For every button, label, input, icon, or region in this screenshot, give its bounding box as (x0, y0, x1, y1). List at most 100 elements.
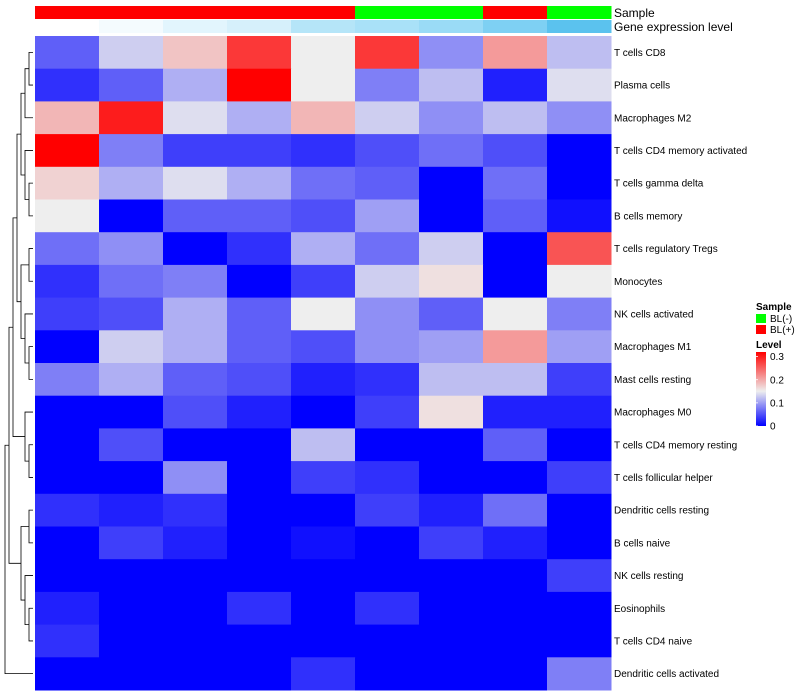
row-label: T cells CD4 memory resting (614, 440, 737, 451)
heatmap-cell (291, 199, 356, 233)
row-label: Macrophages M2 (614, 113, 692, 124)
heatmap-cell (163, 591, 228, 626)
heatmap-cell (355, 591, 420, 626)
heatmap-cell (99, 657, 164, 691)
heatmap-cell (99, 624, 164, 658)
heatmap-cell (35, 199, 100, 233)
heatmap-cell (227, 591, 292, 626)
heatmap-cell (227, 199, 292, 233)
heatmap-cell (291, 232, 356, 266)
heatmap-cell (227, 493, 292, 527)
heatmap-cell (227, 428, 292, 462)
legend-color-bar (756, 352, 766, 426)
legend-label-bl-pos: BL(+) (770, 325, 795, 336)
sample-annotation-cell (419, 6, 484, 19)
heatmap-cell (35, 657, 100, 691)
heatmap-cell (99, 68, 164, 102)
heatmap-cell (547, 657, 612, 691)
dendrogram-branch (28, 444, 33, 478)
heatmap-cell (291, 101, 356, 135)
heatmap-cell (547, 591, 612, 626)
heatmap-cell (419, 134, 484, 168)
heatmap-cell (35, 101, 100, 135)
gene-annotation-cell (35, 20, 100, 33)
heatmap-cell (547, 199, 612, 233)
heatmap-cell (99, 526, 164, 560)
heatmap-cell (547, 297, 612, 331)
heatmap-cell (99, 232, 164, 266)
row-label: T cells regulatory Tregs (614, 244, 718, 255)
heatmap-cell (483, 526, 548, 560)
heatmap-cell (355, 68, 420, 102)
sample-annotation-cell (547, 6, 612, 19)
heatmap-cell (227, 363, 292, 397)
heatmap-cell (419, 461, 484, 495)
legend-tick-label: 0.2 (770, 375, 784, 386)
heatmap-cell (547, 526, 612, 560)
heatmap-cell (483, 134, 548, 168)
row-label: NK cells activated (614, 310, 693, 321)
sample-annotation-cell (99, 6, 164, 19)
heatmap-cell (99, 264, 164, 299)
heatmap-cell (227, 461, 292, 495)
heatmap-cell (291, 166, 356, 200)
heatmap-cell (355, 461, 420, 495)
heatmap-cell (547, 232, 612, 266)
heatmap-cell (163, 330, 228, 364)
heatmap-cell (355, 657, 420, 691)
sample-annotation-label: Sample (614, 6, 655, 20)
heatmap-cell (227, 36, 292, 70)
heatmap-cell (483, 232, 548, 266)
row-label: T cells CD4 memory activated (614, 146, 747, 157)
heatmap-cell (99, 330, 164, 364)
row-label: NK cells resting (614, 571, 683, 582)
heatmap-cell (355, 297, 420, 331)
heatmap-cell (291, 624, 356, 658)
heatmap-cell (99, 199, 164, 233)
heatmap-cell (227, 166, 292, 200)
sample-annotation-cell (35, 6, 100, 19)
sample-annotation-cell (291, 6, 356, 19)
gene-annotation-cell (99, 20, 164, 33)
dendrogram-branch (20, 92, 25, 176)
heatmap-cell (355, 166, 420, 200)
heatmap-cell (419, 199, 484, 233)
legend-tick-label: 0 (770, 422, 776, 433)
row-label: Dendritic cells activated (614, 669, 719, 680)
heatmap-cell (99, 166, 164, 200)
gene-annotation-label: Gene expression level (614, 20, 733, 34)
heatmap-cell (291, 559, 356, 593)
heatmap-cell (99, 461, 164, 495)
heatmap-cell (227, 526, 292, 560)
row-label: Mast cells resting (614, 375, 691, 386)
dendrogram-branch (28, 607, 33, 642)
dendrogram-branch (28, 509, 33, 544)
heatmap-cell (291, 264, 356, 299)
heatmap-cell (483, 363, 548, 397)
legend-swatch-bl-neg (756, 314, 766, 323)
heatmap-cell (483, 101, 548, 135)
heatmap-cell (483, 330, 548, 364)
heatmap-cell (291, 657, 356, 691)
heatmap-cell (163, 526, 228, 560)
heatmap-cell (163, 36, 228, 70)
heatmap-cell (547, 68, 612, 102)
legend-swatch-bl-pos (756, 325, 766, 334)
heatmap-cell (35, 134, 100, 168)
legend-tick-label: 0.3 (770, 352, 784, 363)
heatmap-cell (163, 297, 228, 331)
heatmap-cell (99, 428, 164, 462)
heatmap-cell (355, 232, 420, 266)
heatmap-cell (547, 166, 612, 200)
heatmap-cell (99, 493, 164, 527)
row-label: Eosinophils (614, 604, 665, 615)
heatmap-cell (547, 134, 612, 168)
heatmap-cell (35, 493, 100, 527)
dendrogram-branch (28, 346, 33, 380)
heatmap-cell (163, 68, 228, 102)
heatmap-cell (547, 330, 612, 364)
heatmap-cell (291, 363, 356, 397)
heatmap-cell (483, 428, 548, 462)
heatmap-cell (291, 36, 356, 70)
row-label: T cells CD4 naive (614, 637, 693, 648)
